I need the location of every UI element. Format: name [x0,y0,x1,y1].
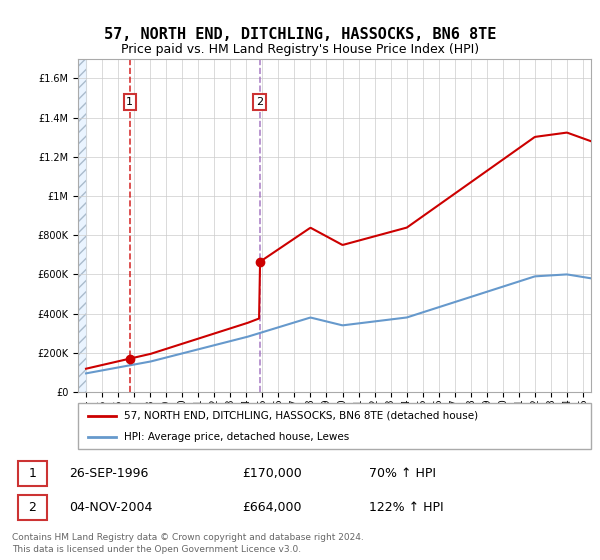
Bar [78,59,86,392]
Text: 57, NORTH END, DITCHLING, HASSOCKS, BN6 8TE (detached house): 57, NORTH END, DITCHLING, HASSOCKS, BN6 … [124,410,478,421]
FancyBboxPatch shape [78,403,591,449]
Text: 70% ↑ HPI: 70% ↑ HPI [369,467,436,480]
Text: 26-SEP-1996: 26-SEP-1996 [70,467,149,480]
FancyBboxPatch shape [18,461,47,486]
Text: 2: 2 [256,97,263,107]
Text: £664,000: £664,000 [242,501,302,514]
Text: 2: 2 [28,501,36,514]
Text: 1: 1 [28,467,36,480]
Text: £170,000: £170,000 [242,467,302,480]
FancyBboxPatch shape [18,494,47,520]
Text: 57, NORTH END, DITCHLING, HASSOCKS, BN6 8TE: 57, NORTH END, DITCHLING, HASSOCKS, BN6 … [104,27,496,42]
Text: Price paid vs. HM Land Registry's House Price Index (HPI): Price paid vs. HM Land Registry's House … [121,43,479,55]
Text: Contains HM Land Registry data © Crown copyright and database right 2024.: Contains HM Land Registry data © Crown c… [12,533,364,542]
Text: HPI: Average price, detached house, Lewes: HPI: Average price, detached house, Lewe… [124,432,349,442]
Text: 04-NOV-2004: 04-NOV-2004 [70,501,153,514]
Text: 1: 1 [126,97,133,107]
Bar [78,59,86,392]
Text: 122% ↑ HPI: 122% ↑ HPI [369,501,444,514]
Text: This data is licensed under the Open Government Licence v3.0.: This data is licensed under the Open Gov… [12,545,301,554]
